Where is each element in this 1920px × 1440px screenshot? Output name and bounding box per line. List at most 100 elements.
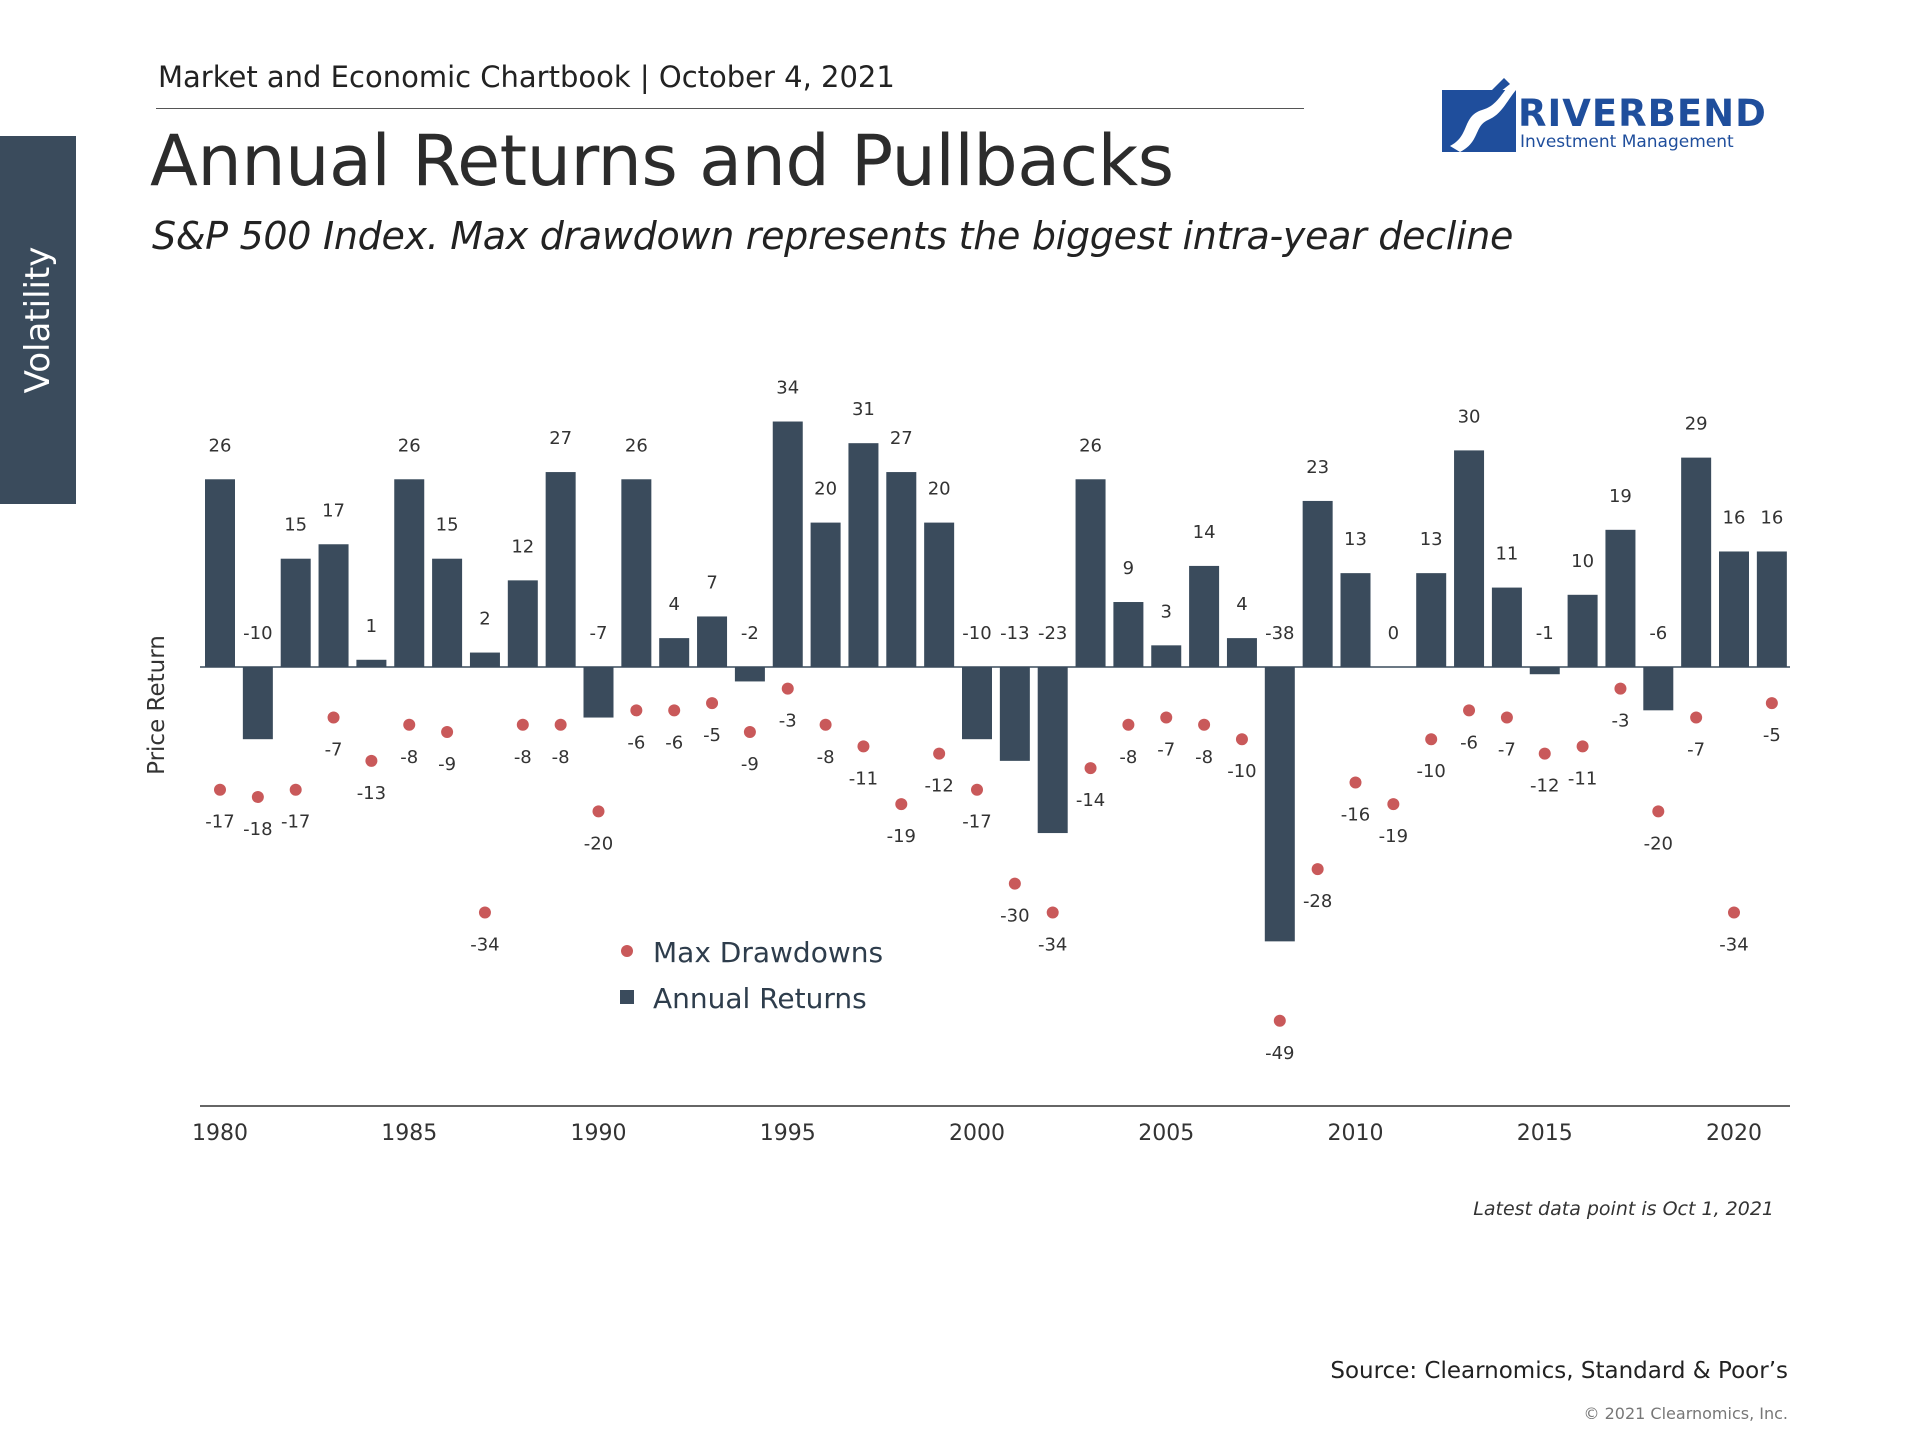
bar-label-2005: 3 <box>1161 601 1172 622</box>
bar-annual-return-2004 <box>1113 602 1144 667</box>
point-label-2020: -34 <box>1719 934 1748 955</box>
point-label-1982: -17 <box>281 812 310 833</box>
legend-label-annual-returns: Annual Returns <box>653 982 867 1015</box>
point-label-2012: -10 <box>1416 761 1445 782</box>
bar-annual-return-2019 <box>1681 457 1712 667</box>
x-tick-label-2000: 2000 <box>949 1121 1005 1146</box>
bar-label-2011: 0 <box>1388 623 1399 644</box>
point-max-drawdown-2014 <box>1500 711 1513 724</box>
bar-label-1996: 20 <box>814 479 837 500</box>
point-label-2015: -12 <box>1530 776 1559 797</box>
bar-annual-return-1997 <box>848 443 879 667</box>
point-label-1981: -18 <box>243 819 272 840</box>
bar-annual-return-2018 <box>1643 667 1674 711</box>
bar-label-2003: 26 <box>1079 435 1102 456</box>
bar-annual-return-1988 <box>507 580 538 667</box>
bar-annual-return-2012 <box>1416 573 1447 667</box>
point-max-drawdown-2001 <box>1008 877 1021 890</box>
point-max-drawdown-2003 <box>1084 762 1097 775</box>
bar-annual-return-2020 <box>1719 551 1749 667</box>
point-label-2009: -28 <box>1303 891 1332 912</box>
point-label-1986: -9 <box>438 754 456 775</box>
legend-label-max-drawdowns: Max Drawdowns <box>653 936 883 969</box>
bar-annual-return-2017 <box>1605 529 1636 667</box>
point-max-drawdown-1998 <box>895 798 908 811</box>
point-label-2011: -19 <box>1379 826 1408 847</box>
point-label-1983: -7 <box>325 740 343 761</box>
point-label-1990: -20 <box>584 833 613 854</box>
bar-annual-return-2021 <box>1756 551 1787 667</box>
bar-annual-return-1994 <box>734 667 765 682</box>
latest-data-note: Latest data point is Oct 1, 2021 <box>1473 1198 1774 1220</box>
bar-annual-return-2001 <box>999 667 1030 761</box>
point-max-drawdown-2011 <box>1387 798 1400 811</box>
point-max-drawdown-2009 <box>1311 863 1324 876</box>
point-max-drawdown-1996 <box>819 718 832 731</box>
bar-label-2018: -6 <box>1649 623 1667 644</box>
point-label-2013: -6 <box>1460 732 1478 753</box>
bar-annual-return-2006 <box>1189 565 1220 667</box>
bar-label-1994: -2 <box>741 623 759 644</box>
point-max-drawdown-1994 <box>743 725 756 738</box>
bar-annual-return-2014 <box>1491 587 1522 667</box>
point-max-drawdown-1983 <box>327 711 340 724</box>
bar-annual-return-1993 <box>697 616 728 667</box>
point-max-drawdown-2015 <box>1538 747 1551 760</box>
x-tick-label-2020: 2020 <box>1706 1121 1762 1146</box>
point-label-2006: -8 <box>1195 747 1213 768</box>
bar-annual-return-2000 <box>962 667 992 740</box>
bar-label-2019: 29 <box>1685 414 1708 435</box>
point-label-2008: -49 <box>1265 1043 1294 1064</box>
point-max-drawdown-1990 <box>592 805 605 818</box>
x-tick-label-2005: 2005 <box>1138 1121 1194 1146</box>
point-label-2003: -14 <box>1076 790 1105 811</box>
x-tick-label-2015: 2015 <box>1517 1121 1573 1146</box>
point-max-drawdown-1982 <box>289 783 302 796</box>
point-label-1992: -6 <box>665 732 683 753</box>
point-label-2002: -34 <box>1038 934 1067 955</box>
bar-label-1981: -10 <box>243 623 272 644</box>
bar-label-2012: 13 <box>1420 529 1443 550</box>
point-label-1999: -12 <box>924 776 953 797</box>
point-max-drawdown-2018 <box>1652 805 1665 818</box>
bar-annual-return-2008 <box>1264 667 1295 942</box>
bar-annual-return-1980 <box>205 479 235 667</box>
source-note: Source: Clearnomics, Standard & Poor’s <box>1330 1358 1788 1384</box>
point-max-drawdown-2004 <box>1122 718 1135 731</box>
bar-annual-return-1985 <box>394 479 425 667</box>
bar-annual-return-2013 <box>1454 450 1485 667</box>
point-label-1997: -11 <box>849 768 878 789</box>
point-max-drawdown-1989 <box>554 718 567 731</box>
bar-label-1989: 27 <box>549 428 572 449</box>
point-max-drawdown-2021 <box>1765 697 1778 710</box>
point-label-2004: -8 <box>1119 747 1137 768</box>
point-label-2010: -16 <box>1341 805 1370 826</box>
bar-label-2010: 13 <box>1344 529 1367 550</box>
point-label-1994: -9 <box>741 754 759 775</box>
legend-swatch-max-drawdowns <box>621 945 633 957</box>
bar-annual-return-1990 <box>583 667 614 718</box>
point-label-2016: -11 <box>1568 768 1597 789</box>
bar-annual-return-2002 <box>1037 667 1068 834</box>
point-label-1984: -13 <box>357 783 386 804</box>
bar-annual-return-1987 <box>469 652 500 667</box>
bar-label-2001: -13 <box>1000 623 1029 644</box>
bar-annual-return-2009 <box>1302 500 1333 667</box>
point-label-2018: -20 <box>1644 833 1673 854</box>
point-max-drawdown-1992 <box>668 704 681 717</box>
bar-label-1987: 2 <box>479 609 490 630</box>
x-tick-label-1980: 1980 <box>192 1121 248 1146</box>
page-subtitle: S&P 500 Index. Max drawdown represents t… <box>152 214 1514 258</box>
bar-label-1991: 26 <box>625 435 648 456</box>
point-label-1985: -8 <box>400 747 418 768</box>
point-label-2001: -30 <box>1000 906 1029 927</box>
bar-label-1997: 31 <box>852 399 875 420</box>
point-max-drawdown-2000 <box>971 783 983 796</box>
bar-label-2008: -38 <box>1265 623 1294 644</box>
copyright-note: © 2021 Clearnomics, Inc. <box>1583 1404 1788 1423</box>
bar-annual-return-1984 <box>356 659 387 667</box>
point-label-2021: -5 <box>1763 725 1781 746</box>
riverbend-logo: RIVERBEND Investment Management <box>1440 76 1766 156</box>
point-max-drawdown-2019 <box>1690 711 1703 724</box>
bar-label-1999: 20 <box>928 479 951 500</box>
